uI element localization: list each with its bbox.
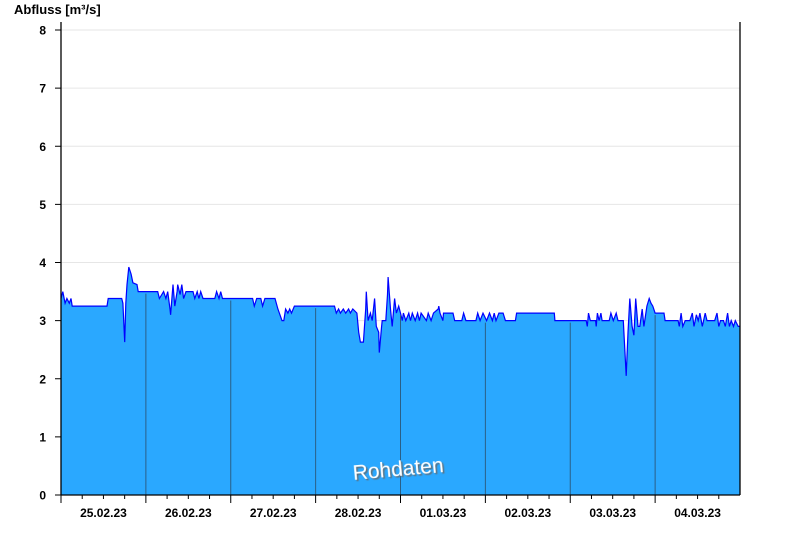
- y-tick-label: 4: [39, 256, 46, 270]
- x-tick-label: 02.03.23: [504, 506, 551, 520]
- y-tick-labels: 0 1 2 3 4 5 6 7 8: [39, 24, 46, 503]
- x-tick-label: 04.03.23: [674, 506, 721, 520]
- y-tick-label: 0: [39, 489, 46, 503]
- series-line: [60, 266, 740, 376]
- x-tick-label: 27.02.23: [250, 506, 297, 520]
- y-tick-label: 1: [39, 430, 46, 444]
- y-tick-label: 2: [39, 372, 46, 386]
- day-separators: [145, 293, 656, 495]
- axes: [55, 22, 741, 503]
- y-tick-label: 6: [39, 140, 46, 154]
- x-tick-label: 03.03.23: [589, 506, 636, 520]
- x-tick-labels: 25.02.23 26.02.23 27.02.23 28.02.23 01.03.23…: [80, 506, 721, 520]
- x-tick-label: 26.02.23: [165, 506, 212, 520]
- x-tick-label: 01.03.23: [420, 506, 467, 520]
- y-axis-title: Abfluss [m³/s]: [14, 2, 101, 17]
- y-tick-label: 3: [39, 314, 46, 328]
- y-tick-label: 5: [39, 198, 46, 212]
- x-tick-label: 25.02.23: [80, 506, 127, 520]
- y-tick-label: 8: [39, 24, 46, 38]
- x-tick-label: 28.02.23: [335, 506, 382, 520]
- y-tick-label: 7: [39, 82, 46, 96]
